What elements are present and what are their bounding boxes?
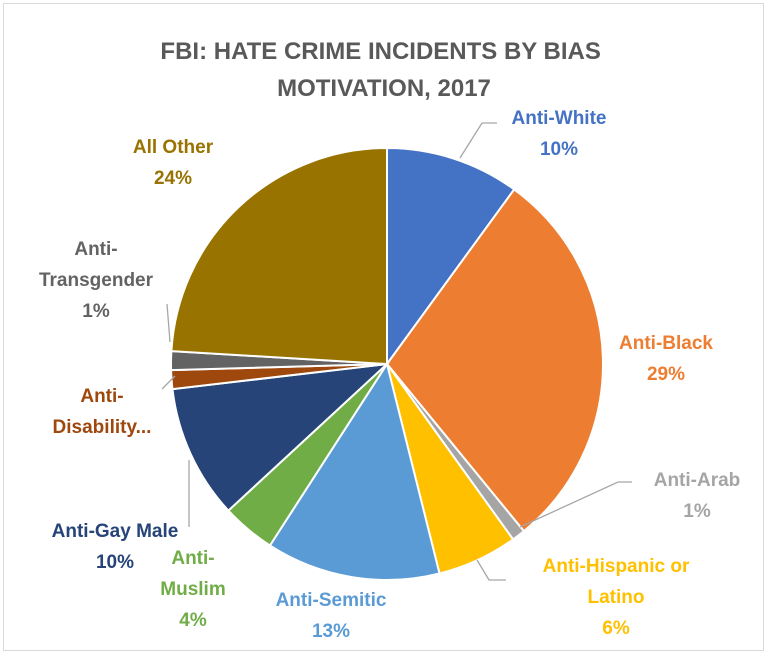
slice-label: Anti-Hispanic or Latino 6%: [543, 556, 690, 639]
slice-label: Anti-Black 29%: [619, 333, 713, 385]
slice-label-line: 29%: [647, 364, 685, 385]
slice-label: Anti-Arab 1%: [654, 470, 741, 522]
leader-lines: [161, 122, 632, 581]
slice-label-line: Anti-Black: [619, 333, 713, 354]
slice-label-line: 13%: [312, 621, 350, 642]
slice-label-line: Anti-: [80, 386, 123, 407]
slice-label-line: Anti-Arab: [654, 470, 741, 491]
pie-slice: [385, 188, 604, 533]
leader-line: [476, 559, 506, 581]
pie-slice: [386, 146, 516, 368]
slice-label-line: 1%: [82, 301, 110, 322]
leader-line: [519, 481, 632, 528]
slice-label-line: Muslim: [160, 579, 225, 600]
slice-label-line: Transgender: [39, 270, 154, 291]
slice-label-line: 4%: [179, 610, 207, 631]
slice-label: Anti- Transgender 1%: [39, 239, 154, 322]
chart-title-line-1: FBI: HATE CRIME INCIDENTS BY BIAS: [160, 38, 600, 65]
slice-label-line: 24%: [154, 168, 192, 189]
pie-slice: [170, 146, 388, 366]
slice-label: Anti- Disability...: [53, 386, 152, 438]
slice-label: Anti- Muslim 4%: [160, 548, 225, 631]
leader-line: [459, 122, 497, 159]
slice-label-line: Anti-White: [512, 108, 607, 129]
slice-label-line: 10%: [540, 139, 578, 160]
slice-label: Anti-Semitic 13%: [276, 590, 387, 642]
slice-label-line: Anti-Semitic: [276, 590, 387, 611]
chart-title: FBI: HATE CRIME INCIDENTS BY BIAS MOTIVA…: [160, 38, 607, 102]
slice-label-line: Disability...: [53, 417, 152, 438]
pie-slice: [268, 361, 441, 581]
slice-label-line: All Other: [133, 137, 214, 158]
slice-label-line: Anti-: [171, 548, 214, 569]
slice-label: Anti-White 10%: [512, 108, 607, 160]
slice-label-line: 1%: [683, 501, 711, 522]
pie-slice: [171, 362, 390, 513]
leader-line: [161, 375, 176, 390]
pie-slices: [170, 146, 604, 581]
slice-label-line: Anti-Hispanic or: [543, 556, 690, 577]
slice-label-line: Anti-: [74, 239, 117, 260]
slice-label: Anti-Gay Male 10%: [52, 521, 179, 573]
data-labels: Anti-White 10%Anti-Black 29%Anti-Arab 1%Ant…: [39, 108, 740, 642]
chart-title-line-2: MOTIVATION, 2017: [277, 75, 491, 102]
slice-label-line: Anti-Gay Male: [52, 521, 179, 542]
leader-line: [166, 303, 171, 343]
slice-label-line: Latino: [588, 587, 645, 608]
slice-label-line: 10%: [96, 552, 134, 573]
slice-label: All Other 24%: [133, 137, 214, 189]
slice-label-line: 6%: [602, 618, 630, 639]
